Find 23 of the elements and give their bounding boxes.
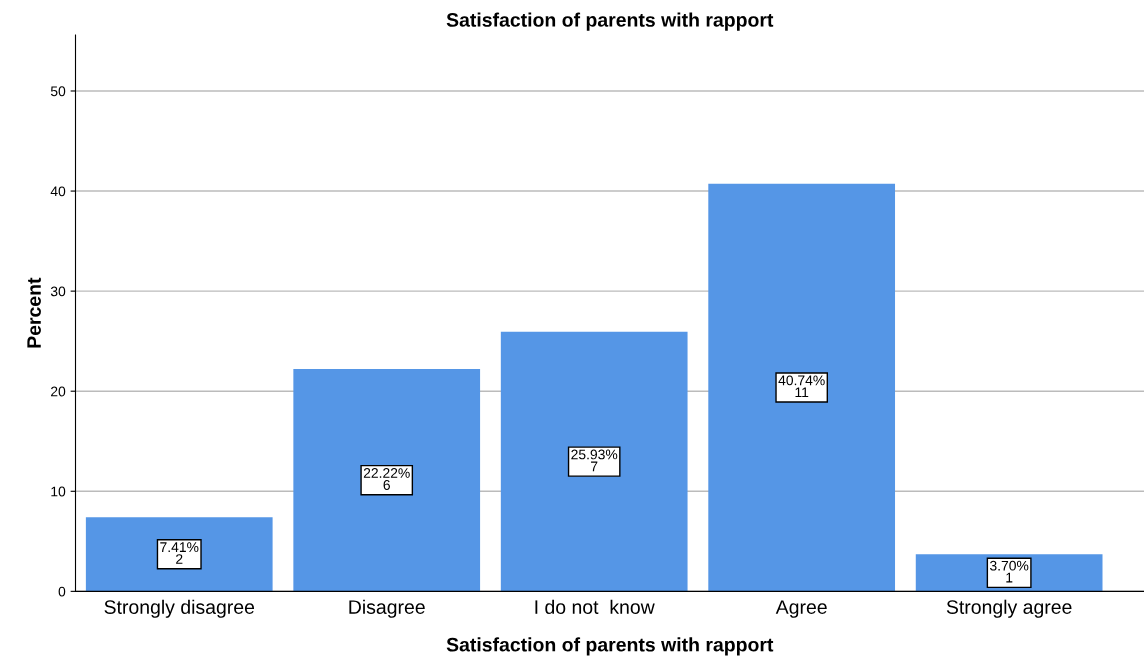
x-tick-label: Disagree: [349, 599, 425, 618]
data-label: 40.74% 11: [778, 375, 825, 398]
y-tick-label: 20: [51, 386, 66, 397]
data-label: 25.93% 7: [571, 449, 618, 472]
y-axis-title: Percent: [27, 277, 41, 348]
bar: [85, 517, 273, 592]
x-axis-title: Satisfaction of parents with rapport: [446, 637, 774, 656]
y-tick-label: 0: [58, 586, 66, 597]
y-tick-label: 30: [50, 286, 66, 297]
data-label: 22.22% 6: [363, 468, 410, 490]
bar: [500, 331, 688, 592]
chart-title: Satisfaction of parents with rapport: [446, 12, 774, 31]
y-tick-label: 40: [50, 186, 66, 197]
x-tick-label: Strongly agree: [946, 599, 1072, 618]
x-tick-label: Strongly disagree: [104, 599, 255, 618]
y-tick-label: 10: [51, 486, 66, 497]
data-label: 3.70% 1: [989, 560, 1029, 583]
data-label: 7.41% 2: [160, 542, 199, 564]
y-tick-label: 50: [50, 86, 66, 97]
x-tick-label: I do not know: [535, 599, 655, 614]
bar: [708, 183, 896, 592]
bar: [293, 368, 481, 592]
x-tick-label: Agree: [775, 600, 827, 618]
